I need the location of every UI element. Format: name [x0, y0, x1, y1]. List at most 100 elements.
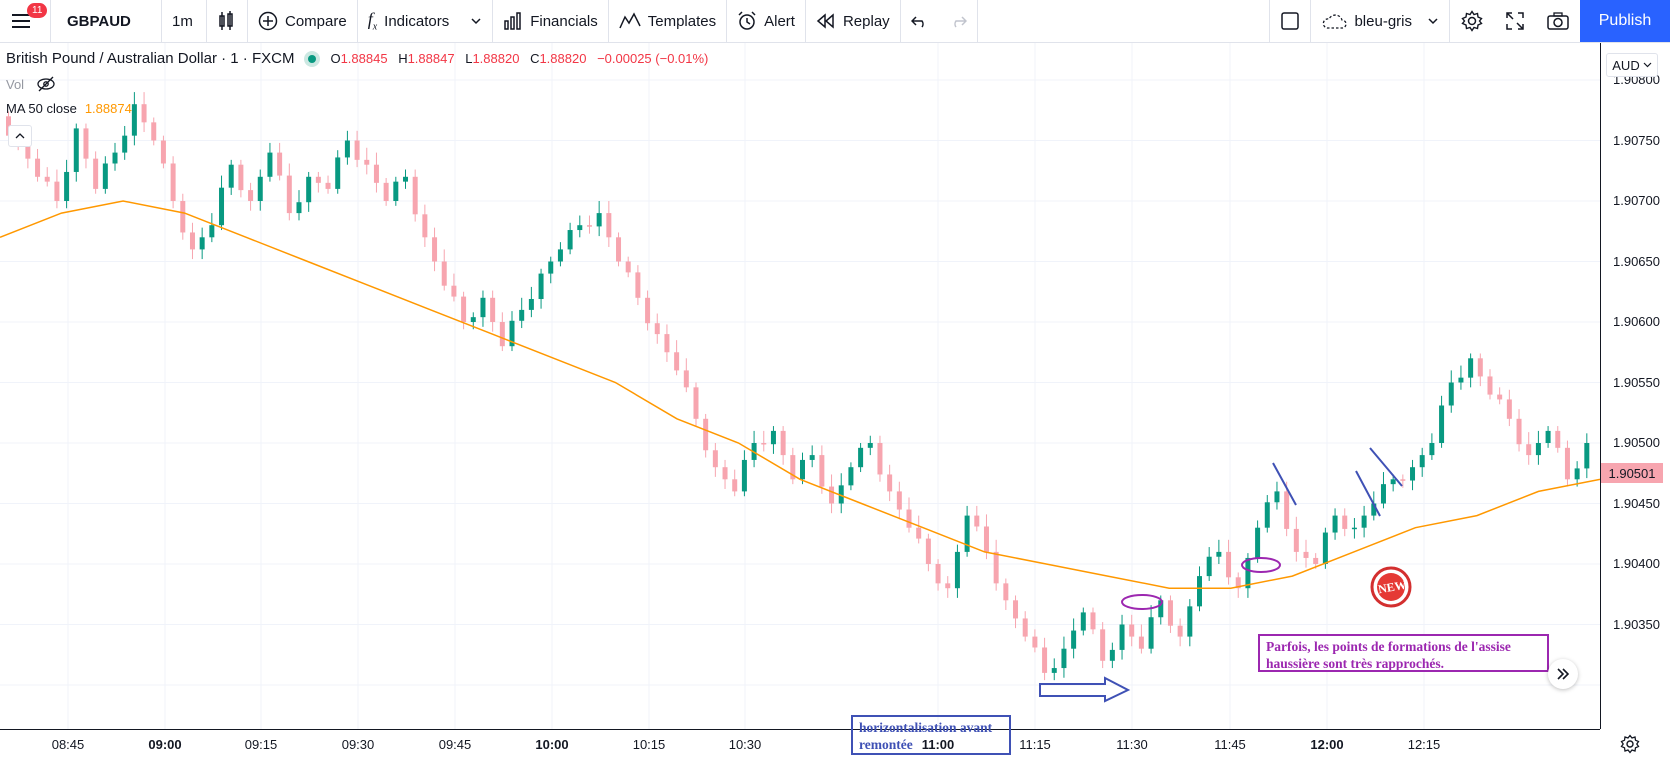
financials-button[interactable]: Financials [493, 0, 608, 42]
price-scale[interactable]: 1.90800 1.90750 1.90700 1.90650 1.90600 1.905… [1600, 43, 1670, 729]
candle-body [770, 430, 776, 445]
candle-body [664, 334, 670, 353]
candle-body [73, 128, 79, 172]
new-badge: NEW [1369, 565, 1413, 609]
annotation-note-blue[interactable]: horizontalisation avant remontée [851, 715, 1011, 755]
chart-type-button[interactable] [207, 0, 247, 42]
publish-button[interactable]: Publish [1580, 0, 1670, 42]
candle-body [741, 459, 747, 492]
candle-body [1468, 358, 1474, 378]
templates-icon [619, 12, 641, 29]
candle-body [1245, 557, 1251, 589]
candle-body [732, 479, 738, 492]
candle-body [1506, 399, 1512, 419]
candle-body [1013, 600, 1019, 619]
currency-button[interactable]: AUD [1606, 53, 1658, 77]
candle-body [761, 443, 767, 445]
time-tick-label: 11:15 [1019, 737, 1051, 752]
candle-body [286, 175, 292, 214]
time-tick-label: 12:00 [1310, 737, 1344, 752]
settings-button[interactable] [1450, 0, 1494, 42]
candle-body [645, 297, 651, 324]
candle-body [1148, 617, 1154, 649]
candle-body [180, 201, 186, 233]
candle-body [616, 237, 622, 262]
candle-body [1167, 600, 1173, 626]
candle-body [1584, 443, 1590, 469]
templates-label: Templates [647, 12, 717, 30]
candle-body [131, 104, 137, 136]
time-tick-label: 08:45 [51, 737, 85, 752]
time-tick-label: 11:00 [921, 737, 955, 752]
undo-button[interactable] [901, 0, 939, 42]
candle-body [577, 225, 583, 231]
symbol-title[interactable]: British Pound / Australian Dollar · 1 · … [6, 50, 295, 67]
high-value: 1.88847 [407, 51, 455, 66]
candle-body [1255, 527, 1261, 558]
annotation-note-purple[interactable]: Parfois, les points de formations de l'a… [1258, 634, 1549, 672]
time-tick-label: 11:30 [1116, 737, 1148, 752]
candle-body [1439, 405, 1445, 443]
time-scale[interactable]: 08:45 09:00 09:15 09:30 09:45 10:00 10:15 10:30… [0, 729, 1600, 760]
double-chevron-right-icon [1557, 668, 1570, 680]
candle-body [199, 237, 205, 250]
layout-menu-button[interactable]: bleu-gris [1311, 0, 1449, 42]
candle-body [809, 455, 815, 460]
candle-body [896, 491, 902, 510]
scroll-to-realtime-button[interactable] [1548, 659, 1578, 689]
candle-body [1526, 444, 1532, 456]
candle-body [1293, 528, 1299, 552]
indicators-button[interactable]: fx Indicators [358, 0, 493, 42]
time-tick-label: 09:45 [438, 737, 472, 752]
alert-button[interactable]: Alert [727, 0, 805, 42]
volume-label: Vol [6, 76, 25, 92]
fullscreen-button[interactable] [1494, 0, 1536, 42]
candle-body [557, 249, 563, 262]
candle-body [1545, 430, 1551, 443]
candle-body [1119, 624, 1125, 650]
candle-body [1410, 467, 1416, 481]
ma-line [0, 200, 1600, 589]
compare-button[interactable]: Compare [248, 0, 357, 42]
interval-button[interactable]: 1m [172, 12, 193, 30]
candle-body [887, 474, 893, 492]
candle-body [1158, 600, 1164, 618]
open-value: 1.88845 [340, 51, 388, 66]
menu-button[interactable]: 11 [0, 0, 50, 42]
price-tick-label: 1.90400 [1613, 556, 1660, 571]
candle-body [819, 455, 825, 487]
candle-body [1197, 576, 1202, 607]
candle-body [625, 261, 631, 273]
candle-body [1351, 527, 1357, 530]
candle-body [654, 323, 660, 335]
candle-body [296, 202, 302, 214]
templates-button[interactable]: Templates [609, 0, 726, 42]
ma-indicator-legend[interactable]: MA 50 close 1.88874 [6, 101, 132, 116]
candle-body [945, 583, 951, 589]
fullscreen-layout-button[interactable] [1270, 0, 1310, 42]
candle-body [64, 171, 70, 201]
scale-settings-button[interactable] [1620, 734, 1640, 759]
chevron-down-icon [471, 18, 481, 25]
candle-body [1042, 647, 1048, 673]
fx-icon: fx [367, 9, 378, 33]
close-label: C [530, 51, 540, 66]
candle-body [606, 213, 612, 238]
candle-body [722, 467, 728, 480]
eye-crossed-icon[interactable] [36, 76, 56, 92]
trend-line [1369, 447, 1403, 487]
candle-body [315, 176, 321, 183]
replay-label: Replay [842, 12, 890, 30]
collapse-legend-button[interactable] [8, 125, 32, 147]
snapshot-button[interactable] [1536, 0, 1580, 42]
replay-button[interactable]: Replay [806, 0, 900, 42]
price-chart[interactable] [0, 43, 1600, 729]
candle-body [519, 309, 525, 321]
candle-body [1051, 668, 1057, 673]
symbol-search-button[interactable]: GBPAUD [67, 12, 131, 30]
candle-body [935, 564, 941, 584]
candle-body [209, 225, 215, 238]
candle-body [528, 299, 534, 310]
redo-button[interactable] [939, 0, 977, 42]
volume-indicator-legend[interactable]: Vol [6, 76, 56, 92]
